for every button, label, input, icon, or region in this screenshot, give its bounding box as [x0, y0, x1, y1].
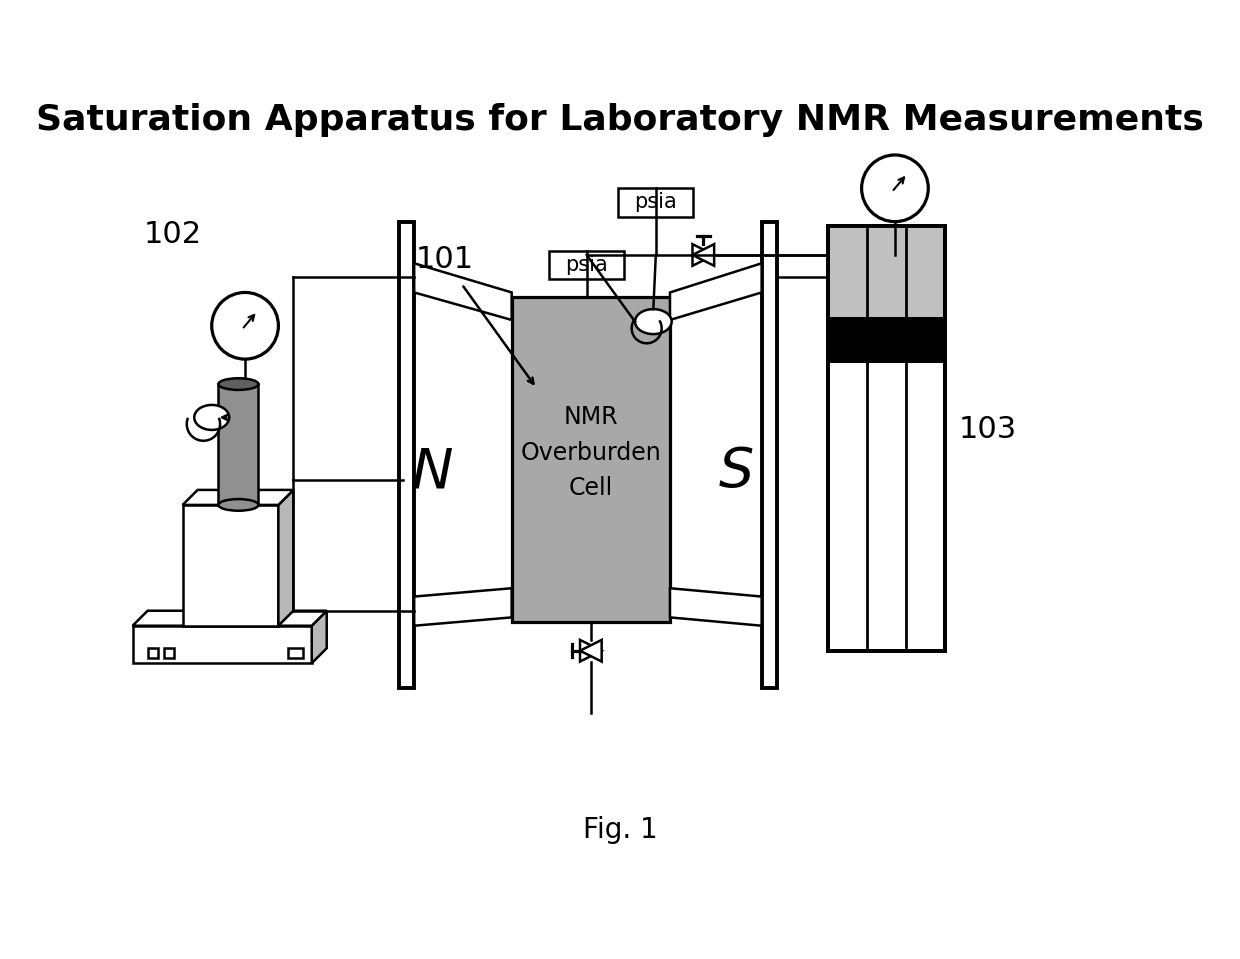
- Bar: [549, 251, 624, 279]
- Bar: [761, 222, 776, 689]
- Text: 103: 103: [959, 415, 1017, 444]
- Bar: [148, 648, 157, 658]
- Text: 101: 101: [415, 245, 474, 273]
- Polygon shape: [670, 588, 761, 625]
- Ellipse shape: [218, 499, 258, 511]
- Polygon shape: [182, 490, 294, 504]
- Bar: [619, 188, 693, 217]
- Polygon shape: [279, 490, 294, 625]
- Text: Saturation Apparatus for Laboratory NMR Measurements: Saturation Apparatus for Laboratory NMR …: [36, 103, 1204, 137]
- Text: psia: psia: [565, 255, 608, 275]
- Polygon shape: [670, 264, 761, 320]
- Text: S: S: [719, 445, 754, 498]
- Bar: [218, 385, 258, 504]
- Polygon shape: [580, 640, 601, 662]
- Bar: [182, 504, 279, 625]
- Bar: [828, 225, 945, 651]
- Text: NMR
Overburden
Cell: NMR Overburden Cell: [521, 406, 661, 500]
- Polygon shape: [414, 588, 512, 625]
- Polygon shape: [133, 611, 326, 625]
- Bar: [289, 648, 304, 658]
- Bar: [133, 625, 311, 664]
- Polygon shape: [580, 640, 601, 662]
- Ellipse shape: [218, 378, 258, 390]
- Text: psia: psia: [635, 193, 677, 213]
- Bar: [830, 225, 944, 317]
- Bar: [830, 317, 944, 363]
- Circle shape: [212, 292, 279, 359]
- Ellipse shape: [195, 405, 229, 430]
- Text: Fig. 1: Fig. 1: [583, 816, 657, 844]
- Polygon shape: [692, 245, 714, 266]
- Bar: [399, 222, 414, 689]
- Text: 102: 102: [144, 220, 202, 248]
- Circle shape: [862, 155, 929, 222]
- Bar: [828, 225, 945, 651]
- Polygon shape: [414, 264, 512, 320]
- Polygon shape: [692, 245, 714, 266]
- Bar: [512, 296, 670, 621]
- Ellipse shape: [635, 309, 672, 334]
- Bar: [164, 648, 175, 658]
- Text: N: N: [412, 445, 454, 498]
- Polygon shape: [311, 611, 326, 664]
